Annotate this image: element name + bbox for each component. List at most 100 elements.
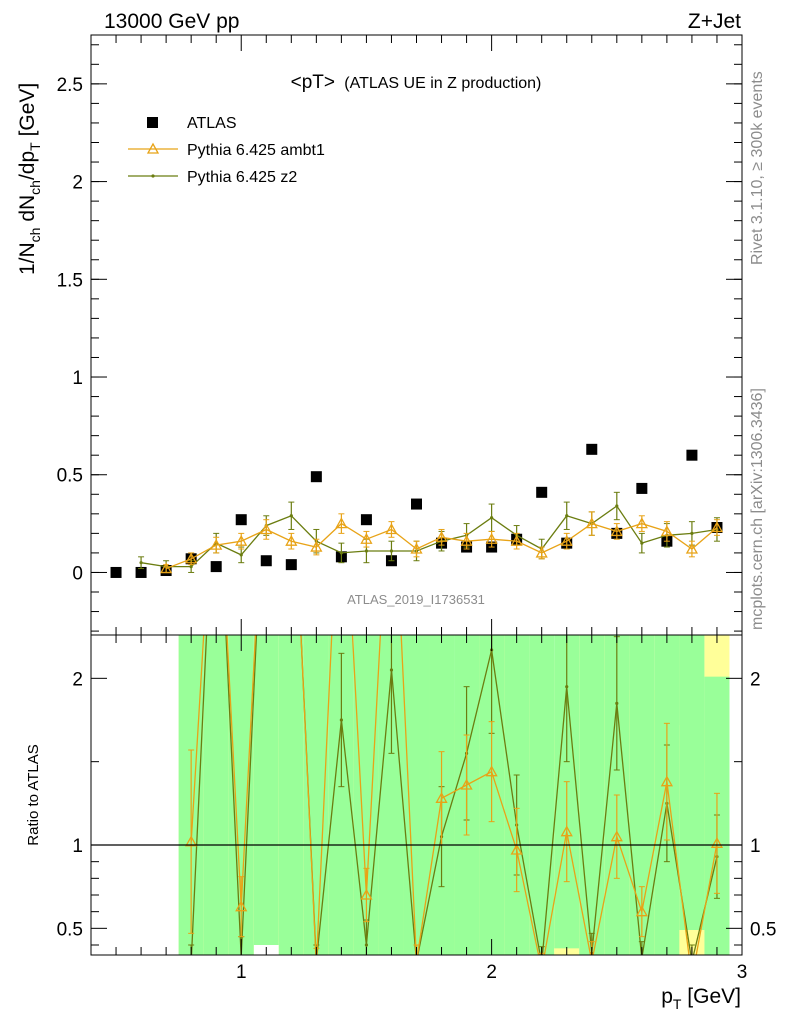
z2-ratio-point [215,427,218,430]
ratio-ytick-label-right: 0.5 [750,919,776,940]
ambt1-point [310,540,323,552]
main-ytick-label: 2.5 [57,75,83,96]
z2-point [490,516,494,520]
atlas-data-point [360,514,372,526]
z2-ratio-point [415,960,418,963]
ratio-panel: 0.5 0.5 1 1 2 2 1 2 3 Ratio to ATLAS pT [GeV] [25,423,776,1012]
atlas-data-point [411,498,422,510]
chart-title-sub: (ATLAS UE in Z production) [344,75,541,92]
z2-ratio-point [265,427,268,430]
z2-point [189,564,193,569]
ratio-ytick-label-right: 2 [750,669,761,690]
ambt1-point [710,521,724,533]
ambt1-ratio-point [435,791,448,803]
ratio-xtick-label: 3 [737,962,748,983]
ambt1-ratio-point [687,973,697,982]
ambt1-point [385,523,398,535]
ambt1-ratio-point [336,423,346,432]
legend-marker-z2 [151,174,155,178]
main-ytick-label: 0 [72,563,83,584]
ambt1-point [535,546,548,558]
z2-point [339,551,343,555]
ratio-ytick-label: 0.5 [57,919,83,940]
z2-point [615,504,619,508]
header-right: Z+Jet [688,10,741,33]
z2-ratio-point [690,960,693,963]
z2-uncertainty-band [579,635,605,955]
ratio-frame [90,634,743,956]
main-panel: 0 0.5 1 1.5 2 2.5 <pT> (ATLAS UE in Z product… [16,34,743,636]
legend-label-atlas: ATLAS [187,115,237,132]
chart-title-main: <pT> [291,72,335,93]
main-ytick-label: 2 [72,173,83,194]
ambt1-point [560,534,573,546]
atlas-data-point [686,449,698,461]
ambt1-ratio-point [485,765,498,777]
ambt1-ratio-point [412,957,422,966]
mcplots-label: mcplots.cern.ch [arXiv:1306.3436] [749,388,766,630]
ambt1-ratio-line [190,635,718,955]
analysis-id: ATLAS_2019_I1736531 [347,592,485,607]
ambt1-point [660,525,673,537]
ratio-plot-content [91,423,742,982]
ambt1-point [610,525,623,537]
z2-uncertainty-band [203,635,229,955]
atlas-data-point [110,566,122,578]
ambt1-point [335,517,348,529]
legend: ATLAS Pythia 6.425 ambt1 Pythia 6.425 z2 [128,115,325,186]
ambt1-ratio-point [537,965,547,974]
ambt1-point [585,517,598,529]
ambt1-point [685,542,699,554]
z2-ratio-point [190,960,193,963]
header-left: 13000 GeV pp [104,10,239,33]
legend-label-ambt1: Pythia 6.425 ambt1 [187,142,325,159]
z2-point [239,553,243,557]
z2-ratio-point [364,943,369,947]
ambt1-point [185,552,198,564]
z2-point [565,514,569,518]
z2-uncertainty-band [278,635,304,955]
ambt1-ratio-point [235,900,248,912]
atlas-data-point [310,471,322,483]
atlas-data-point [285,559,297,571]
z2-ratio-point [540,962,543,965]
z2-uncertainty-band [529,635,555,955]
z2-line [140,505,718,568]
z2-ratio-point [389,668,394,672]
ambt1-ratio-point [286,423,296,432]
ambt1-point [235,534,248,546]
z2-ratio-point [339,718,343,722]
atlas-data-point [636,482,648,494]
main-ylabel: 1/Nch dNch/dpT [GeV] [16,83,43,275]
z2-uncertainty-band [679,635,705,930]
z2-ratio-point [640,957,643,960]
z2-uncertainty-band [303,635,329,955]
legend-marker-atlas [147,117,158,128]
atlas-data-point [210,561,222,573]
ratio-ytick-label-right: 1 [750,836,761,857]
ambt1-point [485,532,498,544]
ratio-xtick-label: 1 [236,962,247,983]
ambt1-ratio-point [261,423,271,432]
legend-marker-ambt1 [146,142,160,154]
z2-point [640,541,644,545]
z2-point [364,549,369,553]
ambt1-point [260,523,273,535]
ratio-ylabel: Ratio to ATLAS [25,744,42,845]
ambt1-point [510,534,523,546]
ambt1-ratio-point [211,423,221,432]
z2-point [139,561,143,565]
main-ytick-label: 1.5 [57,270,83,291]
chart-title: <pT> (ATLAS UE in Z production) [291,72,542,93]
atlas-data-point [586,443,598,455]
z2-point [690,531,694,535]
ambt1-ratio-point [510,843,523,855]
z2-ratio-point [290,427,293,430]
ambt1-point [635,517,648,529]
ratio-xtick-label: 2 [486,962,497,983]
z2-ratio-point [565,685,569,689]
z2-ratio-point [315,960,318,963]
main-yticks: 0 0.5 1 1.5 2 2.5 [57,35,742,635]
ratio-ytick-label: 2 [72,669,83,690]
